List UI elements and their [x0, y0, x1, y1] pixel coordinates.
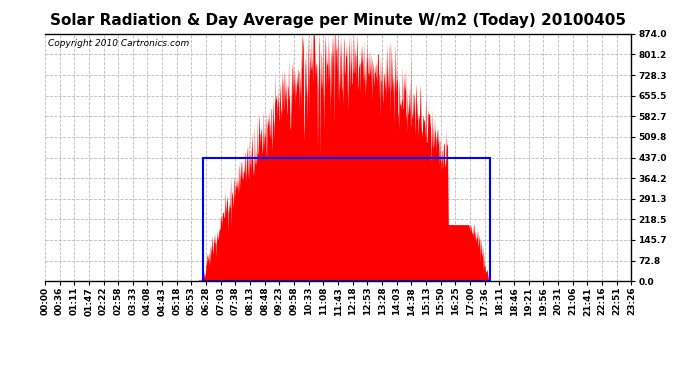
Text: Solar Radiation & Day Average per Minute W/m2 (Today) 20100405: Solar Radiation & Day Average per Minute… [50, 13, 626, 28]
Bar [203, 158, 489, 281]
Text: Copyright 2010 Cartronics.com: Copyright 2010 Cartronics.com [48, 39, 189, 48]
